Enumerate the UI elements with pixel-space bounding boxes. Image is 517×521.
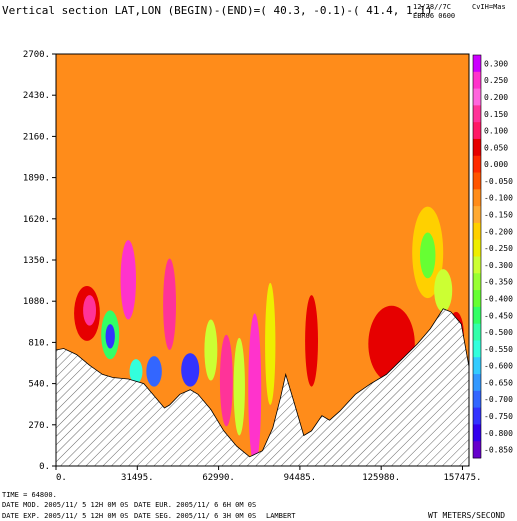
terrain-mask — [56, 308, 469, 466]
colorbar-swatch — [473, 55, 481, 73]
colorbar-swatch — [473, 374, 481, 392]
y-tick-label: 1620. — [23, 215, 50, 225]
colorbar-swatch — [473, 441, 481, 459]
figure-title: Vertical section LAT,LON (BEGIN)-(END)=(… — [2, 4, 432, 17]
plot-area — [56, 54, 469, 466]
y-tick-label: 2160. — [23, 132, 50, 142]
colorbar-label: 0.050 — [484, 143, 508, 152]
contour-blob — [419, 232, 436, 279]
colorbar-swatch — [473, 390, 481, 409]
colorbar-label: -0.650 — [484, 378, 513, 387]
colorbar-label: -0.250 — [484, 244, 513, 253]
date-eur: DATE EUR. 2005/11/ 6 6H 0M 0S — [134, 501, 256, 509]
contour-blob — [129, 359, 143, 384]
colorbar-swatch — [473, 189, 481, 207]
colorbar-swatch — [473, 155, 481, 173]
y-tick-label: 270. — [28, 421, 50, 431]
model-code: EBR06 0600 — [413, 12, 455, 20]
colorbar-frame — [472, 54, 482, 459]
corner-label: CvIH=Mas — [472, 3, 506, 11]
colorbar-swatch — [473, 172, 481, 190]
colorbar-swatch — [473, 290, 481, 308]
colorbar-swatch — [473, 340, 481, 358]
y-tick-label: 0. — [39, 462, 50, 472]
colorbar-swatch — [473, 306, 481, 325]
colorbar-label: 0.200 — [484, 93, 508, 102]
colorbar-label: 0.300 — [484, 59, 508, 68]
contour-blob — [265, 282, 276, 405]
colorbar-label: -0.550 — [484, 345, 513, 354]
colorbar-label: 0.250 — [484, 76, 508, 85]
colorbar-swatch — [473, 323, 481, 341]
contour-features — [74, 206, 464, 466]
colorbar-label: -0.750 — [484, 412, 513, 421]
colorbar-swatch — [473, 424, 481, 442]
colorbar-label: 0.000 — [484, 160, 508, 169]
colorbar-label: -0.200 — [484, 227, 513, 236]
contour-blob — [163, 258, 177, 351]
colorbar-label: -0.850 — [484, 446, 513, 455]
x-tick-label: 62990. — [202, 473, 235, 483]
colorbar-swatch — [473, 88, 481, 106]
projection-label: LAMBERT — [266, 512, 296, 520]
y-tick-label: 2430. — [23, 91, 50, 101]
contour-blob — [434, 269, 453, 312]
contour-blob — [120, 240, 137, 320]
y-tick-label: 1080. — [23, 297, 50, 307]
colorbar-label: -0.350 — [484, 278, 513, 287]
date-seg: DATE SEG. 2005/11/ 6 3H 0M 0S — [134, 512, 256, 520]
y-tick-label: 1350. — [23, 256, 50, 266]
contour-blob — [105, 324, 115, 349]
colorbar-swatch — [473, 71, 481, 89]
y-tick-label: 2700. — [23, 50, 50, 60]
contour-blob — [181, 353, 200, 387]
colorbar-label: -0.800 — [484, 429, 513, 438]
colorbar-swatch — [473, 407, 481, 425]
colorbar-label: -0.100 — [484, 194, 513, 203]
contour-blob — [233, 337, 245, 436]
colorbar-swatch — [473, 138, 481, 157]
y-axis: 0. 270. 540. 810. 1080. 1350. 1620. 1890. 2160. 2… — [23, 50, 56, 472]
x-tick-label: 157475. — [444, 473, 482, 483]
colorbar-swatch — [473, 256, 481, 274]
colorbar-label: 0.150 — [484, 110, 508, 119]
colorbar-label: -0.450 — [484, 311, 513, 320]
y-tick-label: 810. — [28, 338, 50, 348]
y-tick-label: 1890. — [23, 174, 50, 184]
colorbar-label: -0.300 — [484, 261, 513, 270]
colorbar-swatch — [473, 206, 481, 224]
contour-blob — [204, 319, 218, 381]
colorbar-swatch — [473, 273, 481, 291]
time-label: TIME = 64800. — [2, 491, 57, 499]
colorbar: 0.300 0.250 0.200 0.150 0.100 0.050 0.000 -0.05… — [472, 54, 513, 459]
colorbar-label: -0.400 — [484, 294, 513, 303]
units-label: WT METERS/SECOND — [428, 511, 505, 520]
colorbar-label: -0.500 — [484, 328, 513, 337]
x-tick-label: 125980. — [362, 473, 400, 483]
colorbar-label: -0.700 — [484, 395, 513, 404]
contour-blob — [305, 295, 318, 387]
contour-blob — [248, 313, 262, 466]
date-exp: DATE EXP. 2005/11/ 5 12H 0M 0S — [2, 512, 128, 520]
colorbar-swatch — [473, 122, 481, 140]
colorbar-swatch — [473, 222, 481, 241]
colorbar-label: -0.150 — [484, 211, 513, 220]
contour-blob — [219, 334, 233, 427]
x-axis: 0. 31495. 62990. 94485. 125980. 157475. — [55, 466, 482, 483]
x-tick-label: 31495. — [121, 473, 154, 483]
colorbar-swatch — [473, 105, 481, 123]
contour-blob — [83, 295, 97, 326]
x-tick-label: 94485. — [284, 473, 317, 483]
colorbar-swatch — [473, 239, 481, 257]
y-tick-label: 540. — [28, 380, 50, 390]
colorbar-label: 0.100 — [484, 127, 508, 136]
contour-blob — [146, 356, 162, 387]
x-tick-label: 0. — [56, 473, 67, 483]
colorbar-label: -0.050 — [484, 177, 513, 186]
date-code: 12/28//7C — [413, 3, 451, 11]
date-mod: DATE MOD. 2005/11/ 5 12H 0M 0S — [2, 501, 128, 509]
colorbar-swatch — [473, 357, 481, 375]
colorbar-label: -0.600 — [484, 362, 513, 371]
